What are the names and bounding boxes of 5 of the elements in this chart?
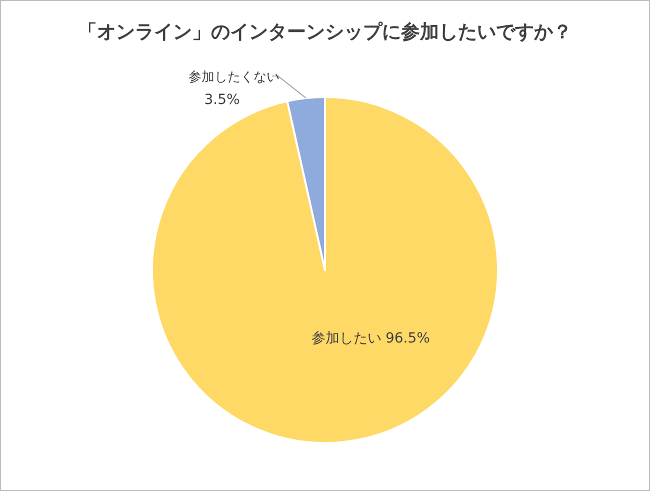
chart-title: 「オンライン」のインターンシップに参加したいですか？ [78,21,572,43]
data-label: 96.5% [385,330,430,346]
data-label: 3.5% [204,92,240,108]
slice-label: 参加したくない [188,70,280,86]
slice-label: 参加したい [311,330,382,346]
